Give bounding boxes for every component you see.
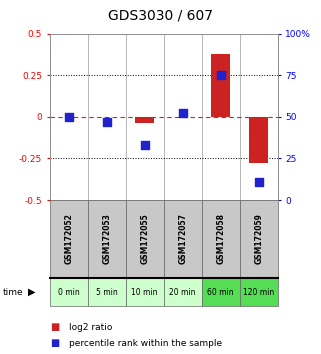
Text: GSM172059: GSM172059 <box>254 213 263 264</box>
Text: ■: ■ <box>50 322 59 332</box>
Bar <box>211 53 230 117</box>
Text: GSM172055: GSM172055 <box>140 213 149 264</box>
Text: time: time <box>3 287 24 297</box>
Text: 0 min: 0 min <box>58 287 80 297</box>
Text: 60 min: 60 min <box>207 287 234 297</box>
Bar <box>249 117 268 164</box>
Text: ■: ■ <box>50 338 59 348</box>
Text: 10 min: 10 min <box>132 287 158 297</box>
Point <box>180 111 185 116</box>
Point <box>142 142 147 148</box>
Text: 120 min: 120 min <box>243 287 274 297</box>
Text: percentile rank within the sample: percentile rank within the sample <box>69 339 222 348</box>
Text: GSM172057: GSM172057 <box>178 213 187 264</box>
Point <box>104 119 109 125</box>
Text: GSM172058: GSM172058 <box>216 213 225 264</box>
Text: 5 min: 5 min <box>96 287 117 297</box>
Point <box>66 114 71 120</box>
Bar <box>135 117 154 124</box>
Text: log2 ratio: log2 ratio <box>69 323 112 332</box>
Point <box>218 73 223 78</box>
Text: GDS3030 / 607: GDS3030 / 607 <box>108 9 213 23</box>
Text: ▶: ▶ <box>28 287 36 297</box>
Text: 20 min: 20 min <box>169 287 196 297</box>
Text: GSM172052: GSM172052 <box>64 213 73 264</box>
Point <box>256 179 261 184</box>
Text: GSM172053: GSM172053 <box>102 213 111 264</box>
